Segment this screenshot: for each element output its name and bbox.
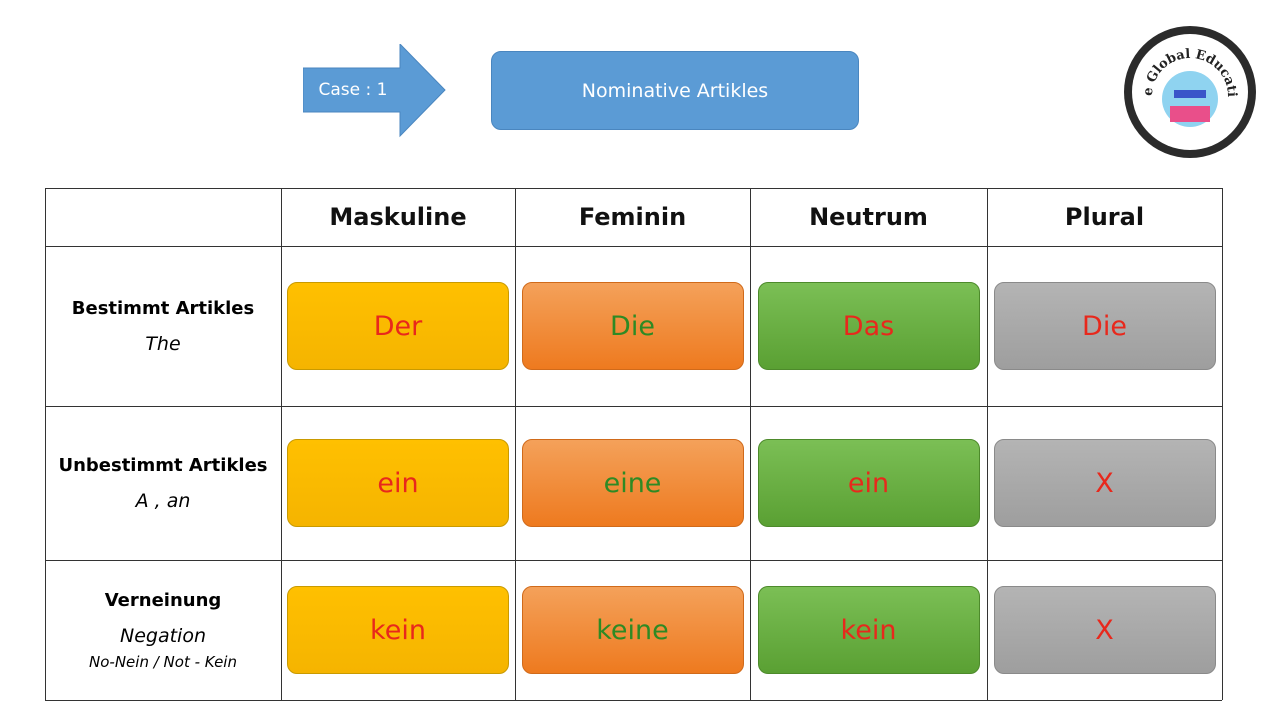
col-line [1222,188,1223,700]
row-header: Bestimmt Artikles The [45,246,281,406]
row-label: Unbestimmt Artikles [58,454,268,476]
row-line [45,406,1222,407]
row-label: Bestimmt Artikles [71,297,255,319]
article-cell: ein [757,439,980,527]
column-header: Maskuline [329,203,467,231]
logo: The Global Education [1122,24,1256,158]
article-cell: Der [287,282,509,370]
row-header: Verneinung Negation No-Nein / Not - Kein [45,560,281,700]
column-header: Neutrum [809,203,928,231]
table: Maskuline Feminin Neutrum Plural Bestimmt Ar… [45,188,1223,701]
col-line [281,188,282,700]
row-translation: A , an [135,489,191,512]
article-cell: keine [521,586,744,674]
col-line [987,188,988,700]
article-cell: X [993,439,1216,527]
col-line [515,188,516,700]
col-line [45,188,46,700]
row-line [45,560,1222,561]
case-label: Case : 1 [318,80,388,100]
row-note: No-Nein / Not - Kein [89,652,237,671]
row-translation: Negation [119,624,206,647]
article-cell: kein [287,586,509,674]
column-header: Feminin [578,203,687,231]
article-cell: Das [757,282,980,370]
article-cell: Die [993,282,1216,370]
arrow [303,44,446,138]
article-cell: eine [521,439,744,527]
row-line [45,700,1222,701]
article-cell: X [993,586,1216,674]
row-header: Unbestimmt Artikles A , an [45,406,281,560]
column-header: Plural [1064,203,1145,231]
col-line [750,188,751,700]
article-cell: ein [287,439,509,527]
row-line [45,246,1222,247]
row-translation: The [145,332,181,355]
article-cell: Die [521,282,744,370]
article-cell: kein [757,586,980,674]
title: Nominative Artikles [491,51,859,130]
row-line [45,188,1222,189]
row-label: Verneinung [104,589,222,611]
